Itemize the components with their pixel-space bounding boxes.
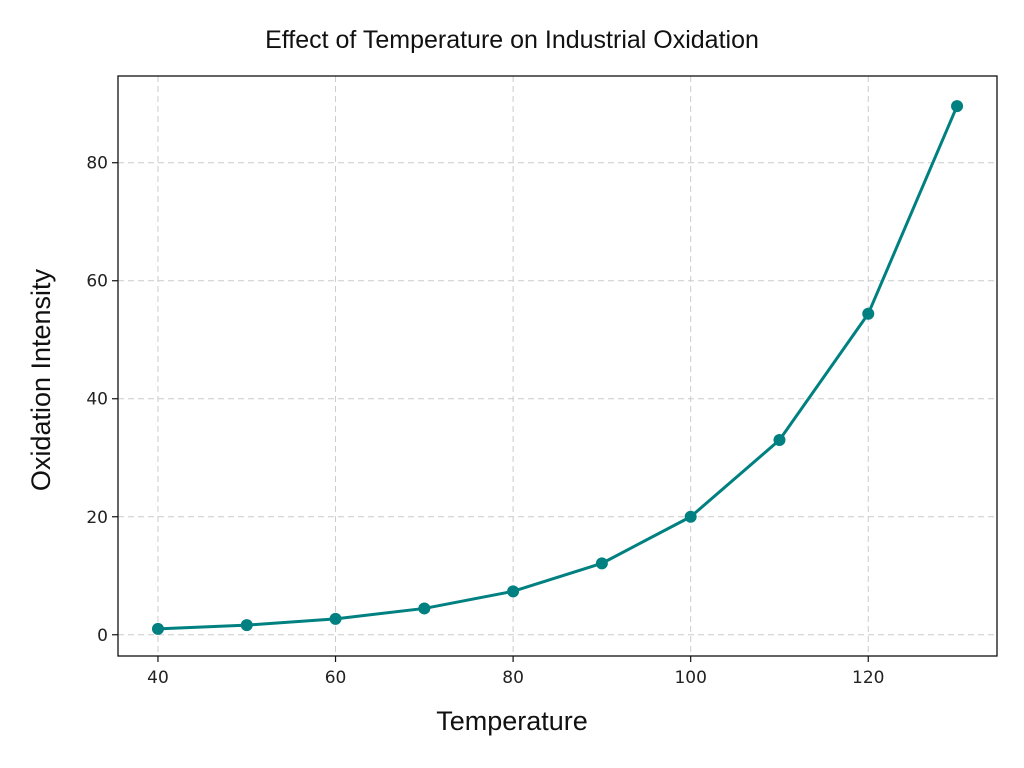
plot-frame xyxy=(117,75,998,657)
series xyxy=(151,100,964,635)
data-point xyxy=(862,307,875,320)
data-point xyxy=(240,619,253,632)
series-line xyxy=(157,105,959,631)
y-tick-label: 40 xyxy=(86,390,108,410)
x-tick-label: 80 xyxy=(502,668,524,688)
y-tick-label: 80 xyxy=(86,154,108,174)
x-tick-label: 120 xyxy=(852,668,884,688)
data-point xyxy=(773,434,786,447)
y-tick-label: 20 xyxy=(86,508,108,528)
data-point xyxy=(595,557,608,570)
data-point xyxy=(684,510,697,523)
chart-title: Effect of Temperature on Industrial Oxid… xyxy=(265,26,759,54)
ticks: 40 60 80 100 120 0 20 40 60 80 xyxy=(86,154,884,688)
x-tick-label: 100 xyxy=(674,668,706,688)
y-axis-label: Oxidation Intensity xyxy=(26,268,56,491)
data-point xyxy=(329,612,342,625)
grid xyxy=(118,76,997,656)
data-point xyxy=(507,585,520,598)
x-tick-label: 40 xyxy=(147,668,169,688)
data-point xyxy=(418,602,431,615)
x-tick-label: 60 xyxy=(325,668,347,688)
x-axis-label: Temperature xyxy=(436,706,588,736)
y-tick-label: 60 xyxy=(86,272,108,292)
data-point xyxy=(951,100,964,113)
y-tick-label: 0 xyxy=(97,626,108,646)
data-point xyxy=(151,622,164,635)
